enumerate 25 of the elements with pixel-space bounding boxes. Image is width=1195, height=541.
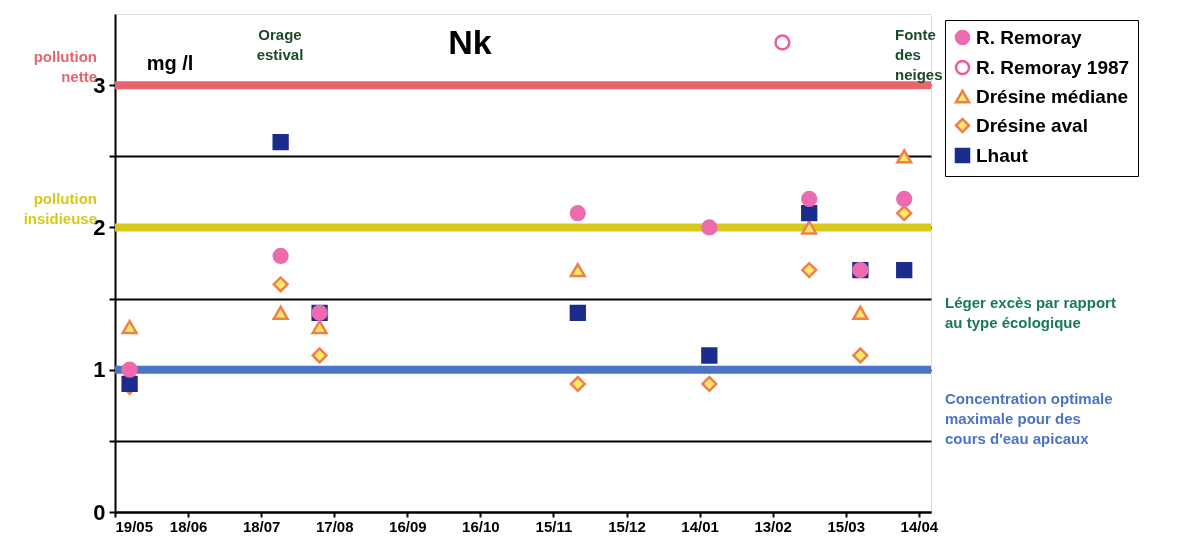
legend-label: Drésine médiane [976, 85, 1129, 107]
ref-line-label: Concentration optimale maximale pour des cours d'eau apicaux [945, 389, 1113, 447]
x-tick-label: 13/02 [754, 517, 792, 535]
legend-label: Drésine aval [976, 114, 1088, 136]
y-tick-label: 0 [93, 499, 106, 525]
chart-title: Nk [448, 23, 492, 61]
text: Léger excès par rapport au type écologique [945, 293, 1116, 331]
x-tick-label: 18/07 [242, 517, 281, 535]
x-tick-label: 16/10 [462, 517, 500, 535]
x-tick-label: 15/11 [535, 517, 573, 535]
legend-label: R. Remoray [976, 26, 1083, 48]
x-tick-label: 14/04 [900, 517, 939, 535]
annotation: Orage estival [256, 26, 304, 63]
annotation: mg /l [146, 52, 194, 74]
x-tick-label: 19/05 [115, 517, 154, 535]
y-tick-label: 1 [93, 357, 106, 383]
annotation: Fonte des neiges [895, 26, 943, 83]
legend-label: Lhaut [976, 144, 1029, 166]
x-tick-label: 18/06 [169, 517, 208, 535]
x-tick-label: 15/03 [827, 517, 866, 535]
legend-label: R. Remoray 1987 [976, 56, 1130, 78]
x-tick-label: 15/12 [608, 517, 646, 535]
x-tick-label: 17/08 [315, 517, 354, 535]
x-tick-label: 16/09 [389, 517, 427, 535]
x-tick-label: 14/01 [681, 517, 719, 535]
